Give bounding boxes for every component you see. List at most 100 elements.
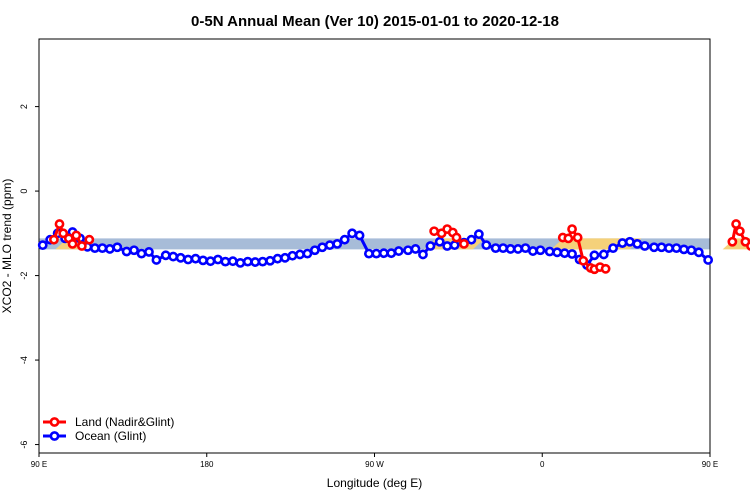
data-point-ocean [272,253,283,264]
x-tick-label: 90 E [702,460,718,469]
data-point-ocean [347,228,358,239]
data-point-ocean [235,257,246,268]
data-point-land [71,230,82,241]
data-point-ocean [90,243,100,254]
data-point-ocean [190,253,201,264]
data-point-ocean [213,254,223,265]
data-point-ocean [205,256,216,267]
data-point-land [746,241,750,251]
series-land [49,219,750,275]
data-point-land [67,238,78,249]
data-point-ocean [473,229,484,240]
y-tick-label: -2 [19,272,29,280]
data-point-ocean [144,247,154,257]
data-point-ocean [386,248,397,259]
data-point-ocean [535,245,546,256]
data-point-ocean [466,234,477,245]
data-point-ocean [449,240,460,251]
data-point-ocean [632,238,643,249]
data-point-ocean [227,256,238,267]
chart-title: 0-5N Annual Mean (Ver 10) 2015-01-01 to … [191,13,559,30]
data-point-ocean [617,238,628,248]
data-point-ocean [656,242,667,253]
data-point-land [451,232,462,243]
data-point-ocean [378,248,389,259]
data-point-ocean [265,255,276,266]
data-point-ocean [481,240,492,251]
data-point-ocean [354,230,365,241]
y-tick-label: -4 [19,356,29,364]
data-point-ocean [505,244,516,254]
data-point-ocean [498,243,509,254]
x-tick-label: 0 [540,460,545,469]
data-point-ocean [598,249,609,260]
x-axis: 90 E 180 90 W 0 90 E [31,453,718,469]
data-point-ocean [528,246,538,256]
data-point-land [578,255,589,266]
data-point-land [54,219,65,229]
data-point-land [600,263,611,274]
data-point-land [563,233,574,244]
data-point-ocean [693,247,704,258]
data-point-land [727,236,738,247]
data-point-ocean [371,248,382,259]
data-point-ocean [97,243,108,254]
data-point-ocean [624,236,635,247]
data-point-ocean [679,244,689,255]
data-point-ocean [324,240,335,251]
legend-label: Land (Nadir&Glint) [75,415,174,429]
data-point-ocean [121,246,132,257]
data-point-ocean [112,242,123,253]
data-point-ocean [151,255,162,265]
data-point-ocean [220,256,231,267]
data-point-ocean [183,254,194,265]
data-point-ocean [250,257,261,267]
legend-label: Ocean (Glint) [75,429,146,443]
data-point-ocean [434,236,445,247]
data-point-ocean [309,245,320,256]
data-point-ocean [410,244,421,254]
data-point-land [76,241,87,251]
data-point-ocean [37,240,48,251]
data-point-ocean [639,241,650,251]
data-point-land [84,234,95,245]
legend-marker [49,431,60,441]
data-point-ocean [136,248,147,259]
data-point-ocean [544,246,555,257]
data-point-ocean [393,246,404,256]
data-point-ocean [160,250,171,261]
data-point-ocean [403,245,413,256]
data-point-land [731,219,741,229]
data-point-ocean [559,248,570,259]
data-point-ocean [671,243,682,254]
x-axis-label: Longitude (deg E) [327,476,422,490]
data-point-ocean [295,249,305,260]
data-point-ocean [608,243,618,254]
data-point-ocean [198,255,208,266]
data-point-land [567,224,577,235]
data-point-ocean [664,243,674,254]
data-point-ocean [364,248,374,259]
data-point-ocean [302,248,313,259]
data-point-land [459,238,469,249]
x-tick-label: 90 W [365,460,384,469]
y-axis-label: XCO2 - MLO trend (ppm) [0,179,14,314]
legend: Land (Nadir&Glint)Ocean (Glint) [43,415,174,443]
legend-marker [49,417,60,427]
data-point-ocean [442,241,453,251]
data-point-ocean [649,242,659,253]
data-point-ocean [425,241,436,251]
y-axis: 2 0 -2 -4 -6 [19,104,39,449]
data-point-ocean [513,244,523,254]
data-point-ocean [129,245,139,256]
y-tick-label: -6 [19,441,29,449]
data-point-ocean [280,252,290,263]
data-point-land [58,228,69,239]
data-point-ocean [257,256,268,267]
data-point-ocean [168,251,179,262]
data-point-land [734,226,745,237]
y-tick-label: 2 [19,104,29,109]
data-point-land [49,234,59,245]
data-point-ocean [339,234,350,245]
